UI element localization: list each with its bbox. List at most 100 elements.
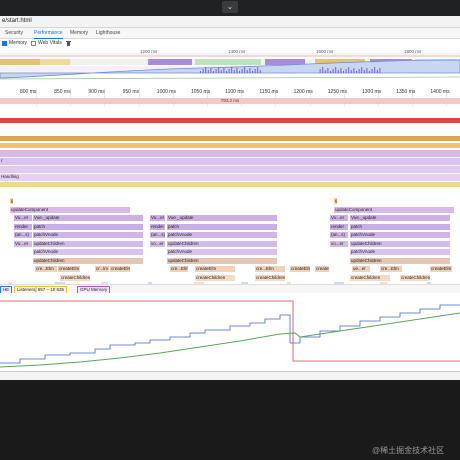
ruler-tick-label: 1000 ms — [156, 89, 176, 95]
ruler-tick-label: 1050 ms — [191, 89, 211, 95]
flame-frame[interactable]: updateChildren — [33, 240, 143, 247]
task-row[interactable] — [0, 182, 460, 187]
task-row[interactable] — [0, 143, 460, 148]
flame-frame[interactable]: updateChildren — [350, 240, 450, 247]
flame-chart[interactable]: r Handling get get updateComponent updateCo… — [0, 106, 460, 324]
flame-frame[interactable]: updateChildren — [167, 257, 277, 264]
overview-cpu-spike — [330, 71, 331, 73]
flame-frame[interactable]: vo...er — [330, 240, 348, 247]
flame-frame[interactable]: patchVnode — [167, 249, 277, 255]
flame-frame[interactable]: updateChildren — [33, 257, 143, 264]
flame-frame[interactable]: Vu...er — [330, 215, 348, 221]
memory-checkbox[interactable] — [2, 41, 7, 46]
flame-frame[interactable]: patchVnode — [33, 232, 143, 238]
overview-cpu-spike — [356, 71, 357, 73]
timeline-overview[interactable]: 1200 ms 1400 ms 1600 ms 1800 ms — [0, 48, 460, 88]
flame-frame[interactable]: createElm — [195, 266, 235, 272]
flame-frame[interactable]: createElm — [290, 266, 310, 272]
overview-cpu-spike — [210, 68, 212, 73]
flame-frame[interactable]: cr...lm — [95, 266, 109, 272]
flame-frame[interactable]: createElm — [110, 266, 130, 272]
task-row[interactable] — [0, 166, 460, 173]
overview-cpu-spike — [319, 69, 321, 73]
task-row[interactable]: r — [0, 158, 460, 165]
url-text: e/start.html — [2, 18, 32, 24]
ruler-tick-label: 850 ms — [54, 89, 71, 95]
overview-cpu-spike — [327, 68, 329, 73]
flame-frame[interactable]: get — [10, 198, 13, 204]
flame-frame[interactable]: patch — [350, 223, 450, 230]
overview-cpu-spike — [241, 69, 243, 73]
flame-frame[interactable]: patchVnode — [350, 232, 450, 238]
flame-frame[interactable]: updateComponent — [334, 206, 454, 213]
overview-cpu-spike — [369, 71, 370, 73]
flame-frame[interactable]: updateComponent — [10, 206, 130, 213]
overview-cpu-spike — [200, 71, 201, 73]
ruler-tick-label: 1150 ms — [259, 89, 279, 95]
overview-cpu-spike — [213, 71, 214, 73]
flame-frame[interactable]: Vu...er — [14, 240, 32, 247]
flame-frame[interactable]: patch — [167, 223, 277, 230]
overview-cpu-spike — [358, 69, 360, 73]
flame-frame[interactable]: createElm — [430, 266, 452, 272]
flame-frame[interactable]: Vue._update — [350, 215, 450, 221]
overview-cpu-spike — [353, 68, 355, 73]
flame-frame[interactable]: patch — [33, 223, 143, 230]
web-vitals-checkbox[interactable] — [31, 41, 36, 46]
event-handling-row[interactable]: Handling — [0, 174, 460, 181]
ruler-gridline — [275, 88, 277, 106]
task-row[interactable] — [0, 118, 460, 123]
flame-frame[interactable]: Vu...er — [150, 215, 165, 221]
flame-frame[interactable]: createChildren — [350, 274, 390, 281]
flame-frame[interactable]: createChildren — [400, 274, 430, 281]
flame-frame[interactable]: ue...er — [352, 266, 370, 272]
flame-frame[interactable]: Vue._update — [33, 215, 143, 221]
flame-frame[interactable]: cre...Elm — [380, 266, 402, 272]
flame-frame[interactable]: Vue._update — [167, 215, 277, 221]
ruler-gridline — [70, 88, 72, 106]
overview-cpu-spike — [252, 71, 253, 73]
ruler-tick-label: 1400 ms — [430, 89, 450, 95]
tab-memory[interactable]: Memory — [70, 30, 89, 36]
bottom-drawer — [0, 371, 460, 380]
tab-lighthouse[interactable]: Lighthouse — [96, 30, 121, 36]
flame-frame[interactable]: createChildren — [60, 274, 90, 281]
flame-frame[interactable]: patchVnode — [33, 249, 143, 255]
memory-counter-chart — [0, 293, 460, 369]
documents-line — [0, 300, 460, 362]
tab-performance[interactable]: Performance — [34, 28, 63, 39]
flame-frame[interactable]: render — [150, 223, 165, 230]
flame-frame[interactable]: updateChildren — [167, 240, 277, 247]
range-duration-label: 793.2 ms — [220, 98, 240, 103]
flame-frame[interactable]: render — [14, 223, 32, 230]
flame-frame[interactable]: cre...Elm — [170, 266, 188, 272]
web-vitals-label: Web Vitals — [38, 40, 62, 46]
task-row[interactable] — [0, 136, 460, 141]
trash-icon[interactable] — [66, 40, 71, 46]
ruler-tick-label: 1350 ms — [396, 89, 416, 95]
flame-frame[interactable]: vo...er — [150, 240, 165, 247]
memory-graph — [0, 293, 460, 369]
task-row[interactable] — [0, 150, 460, 157]
flame-frame[interactable]: cre...Elm — [35, 266, 57, 272]
flame-frame[interactable]: patchVnode — [167, 232, 277, 238]
overview-cpu-spike — [239, 71, 240, 73]
flame-frame[interactable]: createElm — [315, 266, 329, 272]
flame-frame[interactable]: (an...s) — [14, 232, 32, 238]
flame-frame[interactable]: patchVnode — [350, 249, 450, 255]
tab-security[interactable]: Security — [5, 30, 24, 36]
chevron-down-icon[interactable]: ⌄ — [222, 1, 238, 13]
flame-frame[interactable]: updateChildren — [350, 257, 450, 264]
flame-frame[interactable]: createChildren — [255, 274, 285, 281]
flame-frame[interactable]: render — [330, 223, 348, 230]
flame-frame[interactable]: (an...s) — [150, 232, 165, 238]
flame-frame[interactable]: cre...Elm — [255, 266, 285, 272]
overview-cpu-spike — [332, 69, 334, 73]
flame-frame[interactable]: createElm — [58, 266, 80, 272]
flame-frame[interactable]: get — [334, 198, 337, 204]
flame-frame[interactable]: (an...s) — [330, 232, 348, 238]
flame-frame[interactable]: createChildren — [195, 274, 235, 281]
flame-frame[interactable]: Vu...er — [14, 215, 32, 221]
nodes-line — [0, 312, 460, 368]
ruler-tick-label: 950 ms — [122, 89, 139, 95]
